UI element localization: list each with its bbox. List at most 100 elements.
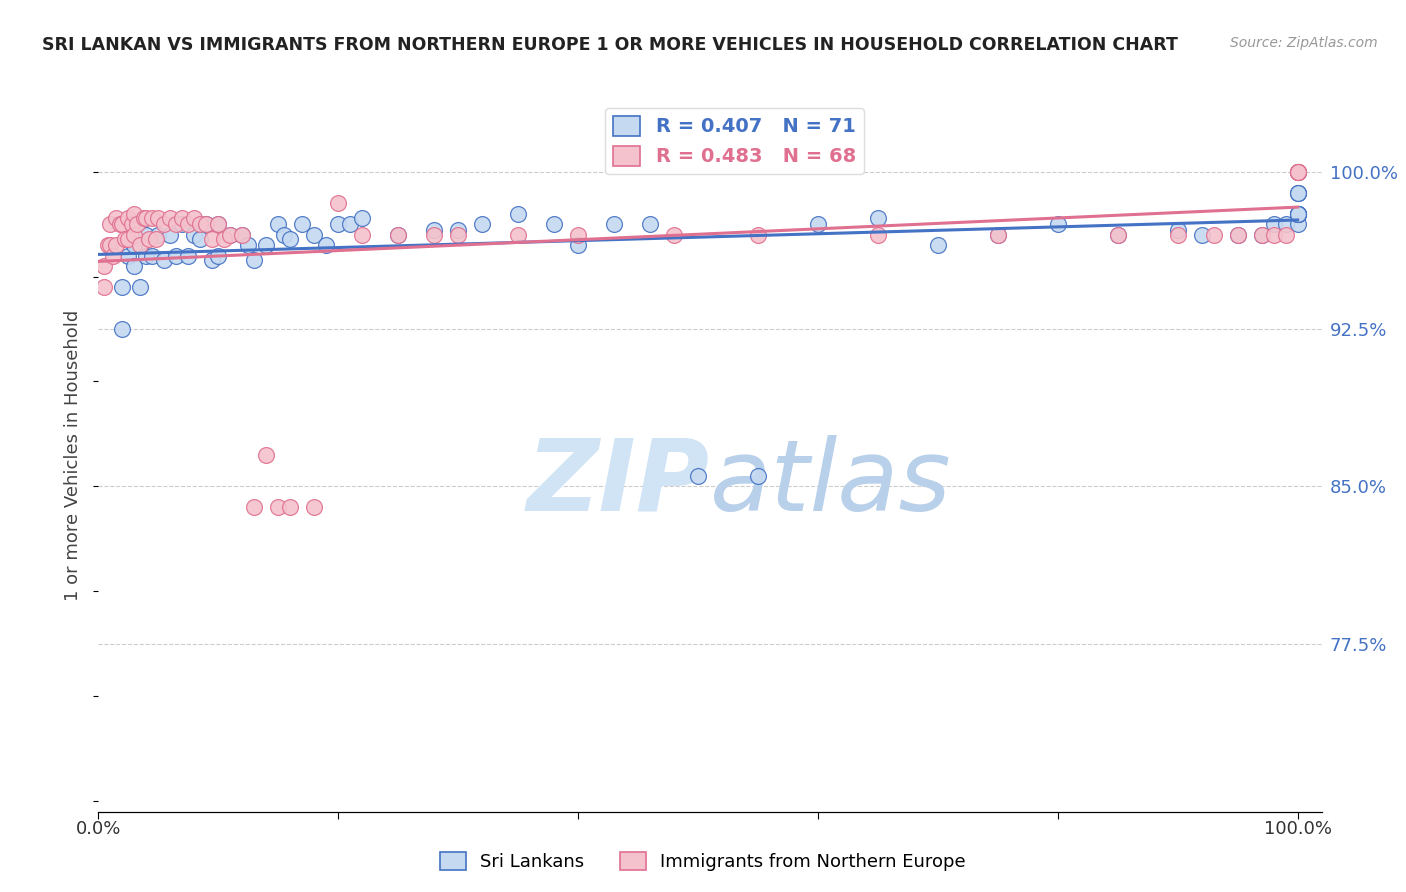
Point xyxy=(141,248,163,262)
Point xyxy=(188,232,212,246)
Point xyxy=(273,227,295,242)
Point xyxy=(1167,227,1189,242)
Point xyxy=(1286,186,1309,200)
Point xyxy=(207,217,229,231)
Point xyxy=(1286,164,1309,178)
Point xyxy=(1202,227,1225,242)
Point xyxy=(105,211,128,225)
Point xyxy=(108,217,131,231)
Point xyxy=(135,227,157,242)
Point xyxy=(132,211,155,225)
Point xyxy=(188,217,212,231)
Point xyxy=(117,211,139,225)
Point xyxy=(1167,223,1189,237)
Point xyxy=(1263,227,1285,242)
Point xyxy=(1286,206,1309,220)
Point xyxy=(567,238,589,252)
Point xyxy=(153,217,176,231)
Point xyxy=(117,232,139,246)
Point xyxy=(124,238,146,252)
Point xyxy=(177,217,200,231)
Point xyxy=(1286,164,1309,178)
Point xyxy=(686,469,709,483)
Point xyxy=(1286,164,1309,178)
Point xyxy=(1286,164,1309,178)
Point xyxy=(124,259,146,273)
Legend: Sri Lankans, Immigrants from Northern Europe: Sri Lankans, Immigrants from Northern Eu… xyxy=(433,845,973,879)
Point xyxy=(1286,217,1309,231)
Point xyxy=(114,232,136,246)
Point xyxy=(111,322,134,336)
Point xyxy=(1286,164,1309,178)
Legend: R = 0.407   N = 71, R = 0.483   N = 68: R = 0.407 N = 71, R = 0.483 N = 68 xyxy=(605,108,863,174)
Point xyxy=(352,227,374,242)
Point xyxy=(1046,217,1069,231)
Point xyxy=(195,217,218,231)
Point xyxy=(447,223,470,237)
Point xyxy=(267,500,290,515)
Point xyxy=(866,227,889,242)
Point xyxy=(101,248,124,262)
Point xyxy=(1286,164,1309,178)
Point xyxy=(124,227,146,242)
Point xyxy=(97,238,120,252)
Point xyxy=(111,280,134,294)
Point xyxy=(1286,206,1309,220)
Point xyxy=(1286,164,1309,178)
Point xyxy=(278,232,301,246)
Point xyxy=(267,217,290,231)
Point xyxy=(315,238,337,252)
Point xyxy=(195,217,218,231)
Text: 0.0%: 0.0% xyxy=(76,820,121,838)
Point xyxy=(165,217,187,231)
Point xyxy=(105,238,128,252)
Point xyxy=(159,227,181,242)
Point xyxy=(231,227,253,242)
Point xyxy=(328,217,350,231)
Point xyxy=(121,217,143,231)
Point xyxy=(1286,206,1309,220)
Point xyxy=(1263,217,1285,231)
Point xyxy=(243,252,266,267)
Point xyxy=(254,448,277,462)
Point xyxy=(387,227,409,242)
Point xyxy=(807,217,830,231)
Point xyxy=(231,227,253,242)
Point xyxy=(183,211,205,225)
Point xyxy=(172,211,194,225)
Point xyxy=(1226,227,1249,242)
Point xyxy=(238,238,260,252)
Text: 100.0%: 100.0% xyxy=(1264,820,1331,838)
Point xyxy=(567,227,589,242)
Point xyxy=(1226,227,1249,242)
Point xyxy=(927,238,949,252)
Point xyxy=(1286,164,1309,178)
Point xyxy=(124,206,146,220)
Point xyxy=(543,217,565,231)
Point xyxy=(148,211,170,225)
Point xyxy=(1286,206,1309,220)
Point xyxy=(201,232,224,246)
Point xyxy=(125,217,148,231)
Point xyxy=(145,232,167,246)
Point xyxy=(172,217,194,231)
Point xyxy=(135,211,157,225)
Point xyxy=(866,211,889,225)
Point xyxy=(138,232,160,246)
Point xyxy=(508,206,530,220)
Point xyxy=(423,223,446,237)
Point xyxy=(183,227,205,242)
Point xyxy=(254,238,277,252)
Point xyxy=(304,500,326,515)
Point xyxy=(148,227,170,242)
Point xyxy=(214,232,236,246)
Point xyxy=(177,248,200,262)
Point xyxy=(987,227,1010,242)
Point xyxy=(747,227,769,242)
Point xyxy=(165,248,187,262)
Point xyxy=(219,227,242,242)
Point xyxy=(93,259,115,273)
Point xyxy=(153,252,176,267)
Point xyxy=(352,211,374,225)
Point xyxy=(141,211,163,225)
